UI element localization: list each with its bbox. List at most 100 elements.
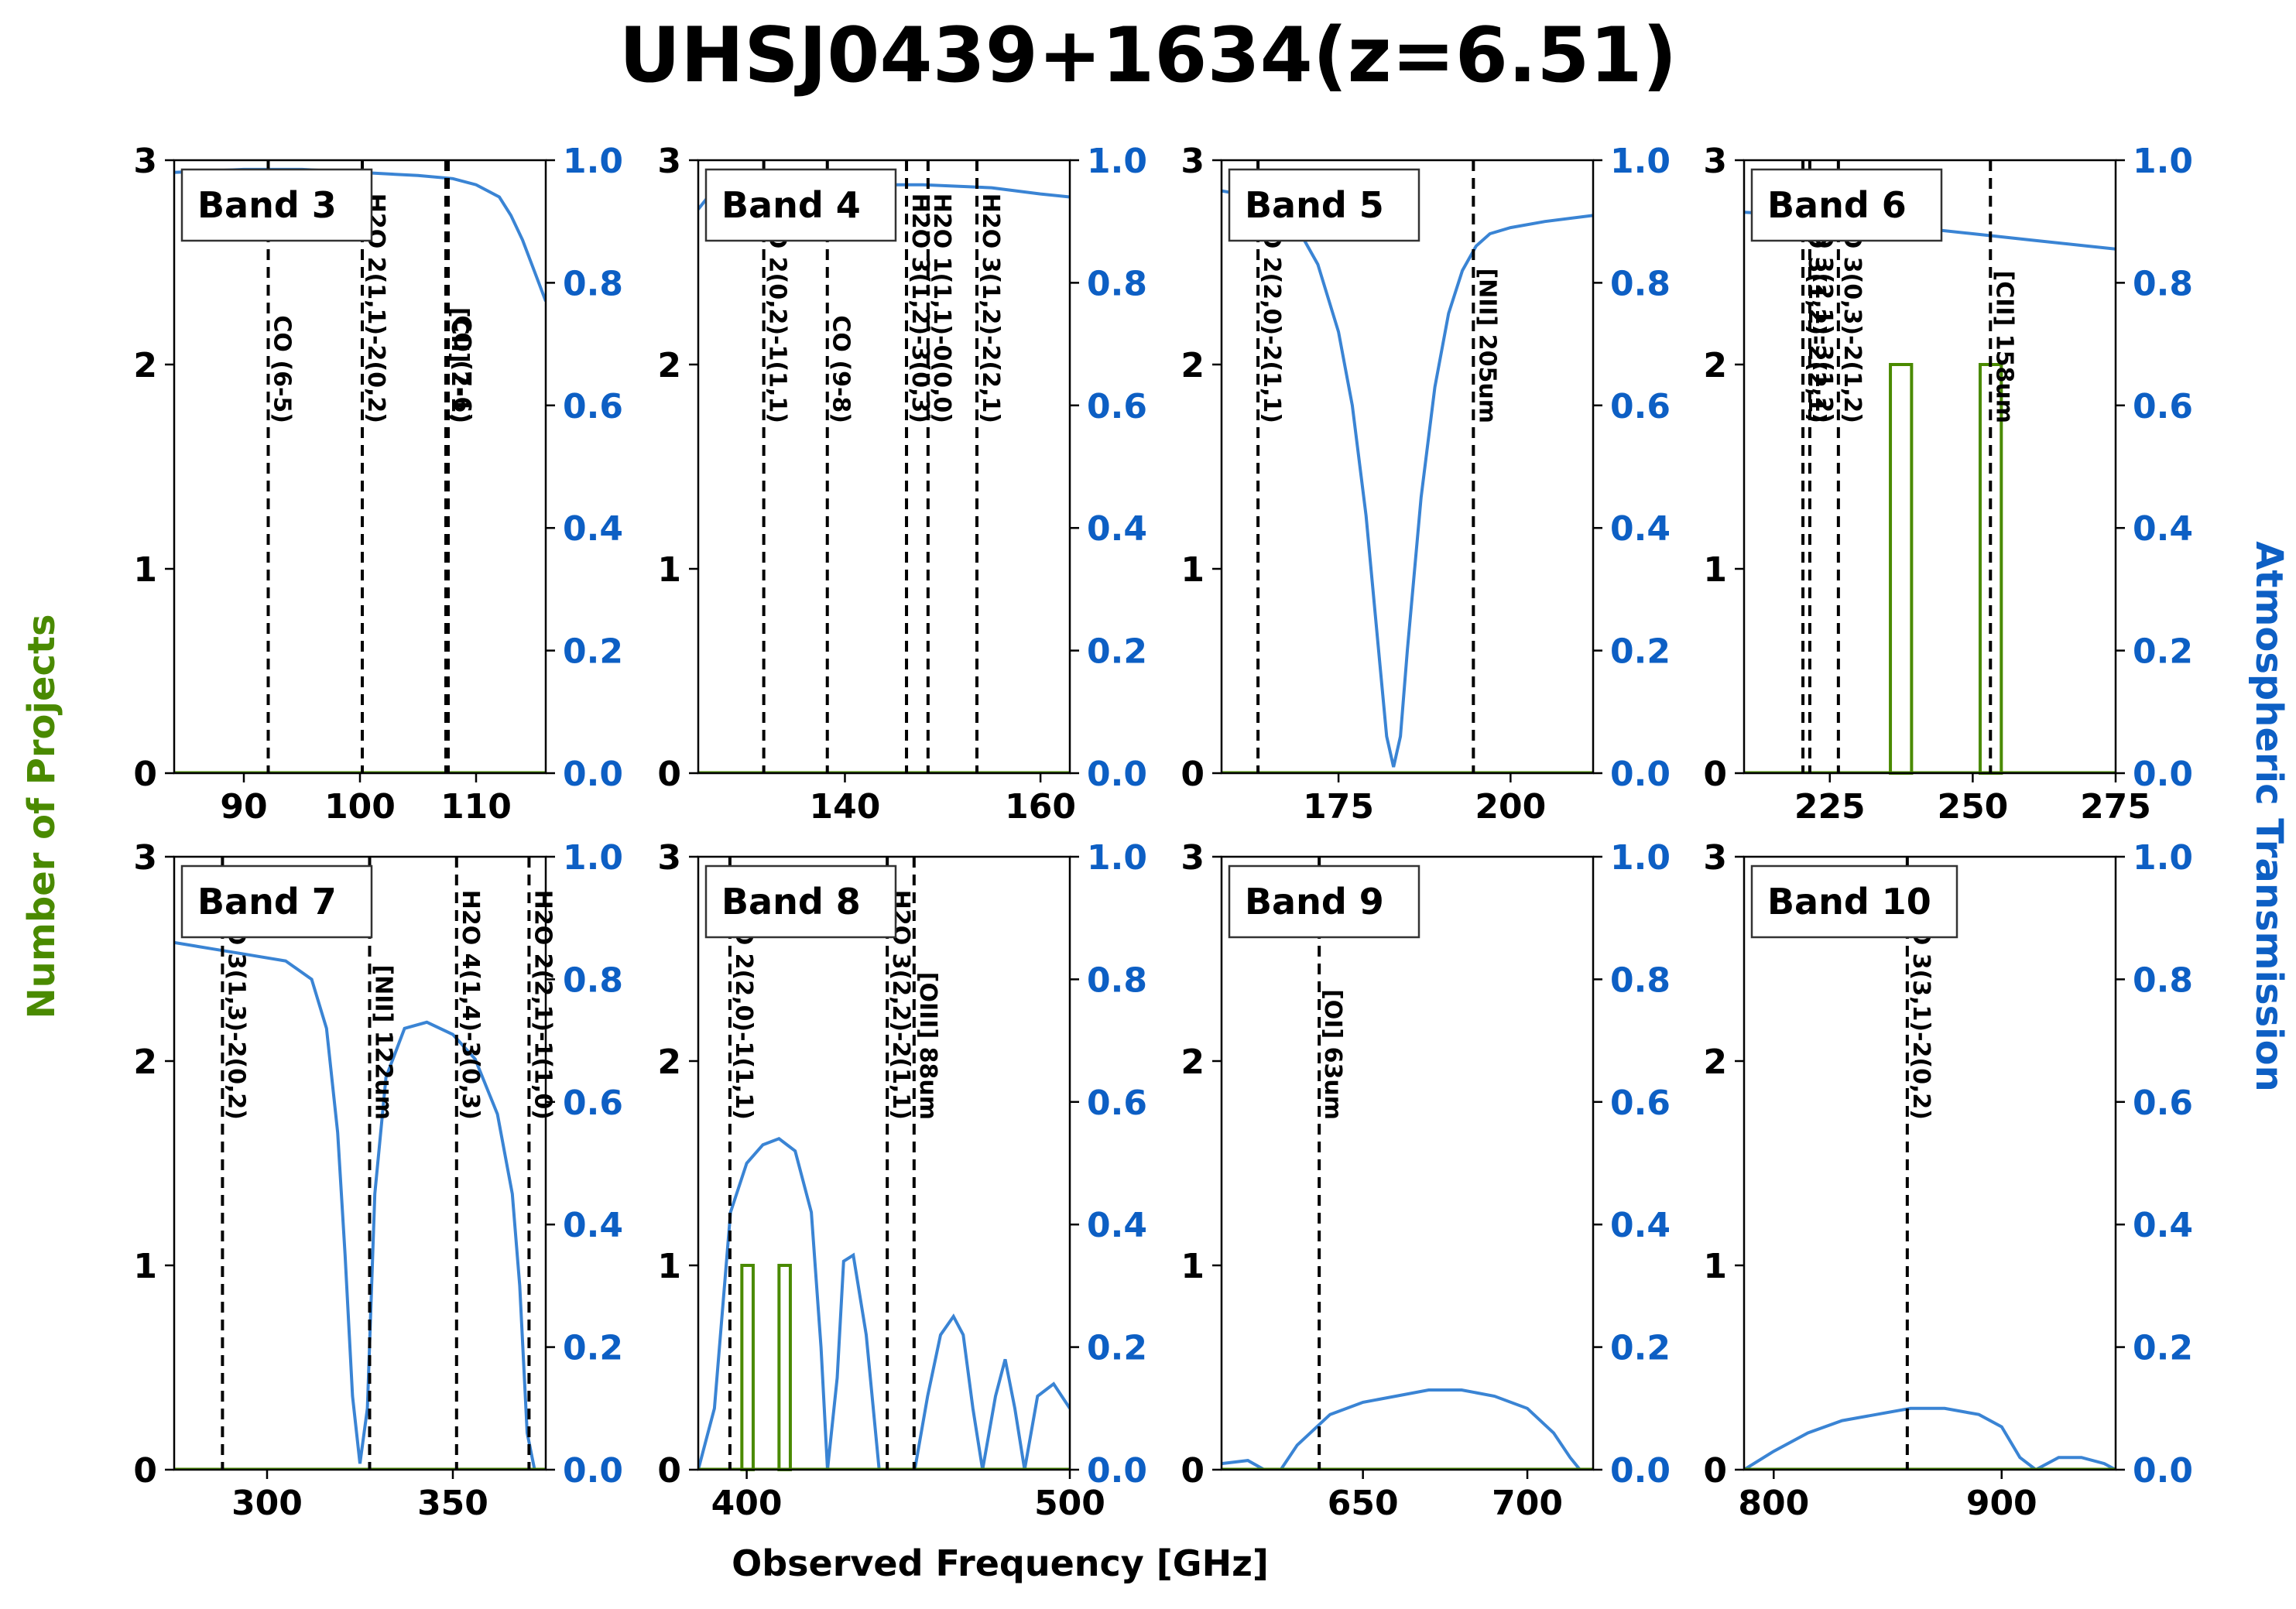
right-y-tick-label: 0.6 [1087, 1084, 1147, 1123]
x-tick-label: 500 [1034, 1484, 1105, 1523]
left-y-tick-label: 3 [1181, 142, 1205, 181]
band-label: Band 5 [1228, 168, 1420, 242]
transmission-curve [1744, 1406, 2116, 1470]
spectral-line-label: CO (6-5) [269, 315, 296, 423]
right-y-tick-label: 0.6 [1610, 387, 1671, 426]
right-y-tick-label: 0.0 [1087, 1451, 1147, 1491]
spectral-line-label: [CII] 2-1) [446, 307, 473, 423]
left-y-axis-label: Number of Projects [20, 614, 63, 1018]
right-y-tick-label: 0.6 [1087, 387, 1147, 426]
x-tick-label: 175 [1303, 787, 1374, 827]
x-tick-label: 800 [1738, 1484, 1809, 1523]
left-y-tick-label: 1 [1703, 550, 1727, 590]
left-y-tick-label: 3 [133, 838, 157, 878]
right-y-tick-label: 0.2 [1610, 1329, 1671, 1368]
left-y-tick-label: 3 [1181, 838, 1205, 878]
right-y-tick-label: 0.0 [563, 1451, 623, 1491]
panel-frame [697, 159, 1071, 775]
band-label: Band 6 [1750, 168, 1943, 242]
band-label-text: Band 10 [1767, 881, 1931, 923]
right-y-tick-label: 0.6 [1610, 1084, 1671, 1123]
right-y-tick-label: 0.8 [1087, 264, 1147, 303]
band-label: Band 4 [704, 168, 897, 242]
band-label-text: Band 3 [197, 184, 337, 226]
spectral-line-label: CO (7-6) [448, 315, 475, 423]
right-y-tick-label: 0.8 [2133, 264, 2193, 303]
spectral-line-label: [NII] 205um [1473, 268, 1500, 423]
right-y-tick-label: 0.4 [563, 509, 623, 549]
band-label-box [1228, 168, 1420, 242]
left-y-tick-label: 0 [133, 1451, 157, 1491]
right-y-tick-label: 0.0 [2133, 1451, 2193, 1491]
left-y-tick-label: 0 [133, 755, 157, 794]
right-y-tick-label: 1.0 [563, 838, 623, 878]
band-label-box [704, 864, 897, 939]
right-y-tick-label: 0.4 [1610, 1206, 1671, 1245]
x-tick-label: 200 [1475, 787, 1546, 827]
right-y-tick-label: 0.0 [1610, 1451, 1671, 1491]
band-label: Band 7 [180, 864, 373, 939]
spectral-line-label: [OI] 63um [1319, 989, 1346, 1120]
left-y-tick-label: 2 [133, 1042, 157, 1082]
left-y-tick-label: 1 [657, 550, 681, 590]
transmission-curve [1222, 1388, 1593, 1470]
right-y-tick-label: 0.4 [563, 1206, 623, 1245]
left-y-tick-label: 3 [133, 142, 157, 181]
right-y-tick-label: 1.0 [563, 142, 623, 181]
panel-frame [1743, 855, 2117, 1471]
x-tick-label: 300 [231, 1484, 303, 1523]
right-y-tick-label: 1.0 [1610, 142, 1671, 181]
spectral-line-label: [CII] 158um [1990, 271, 2017, 423]
right-y-tick-label: 0.4 [2133, 1206, 2193, 1245]
left-y-tick-label: 3 [1703, 142, 1727, 181]
band-label-text: Band 7 [197, 881, 337, 923]
right-y-tick-label: 0.2 [2133, 632, 2193, 672]
projects-bar [777, 1264, 792, 1471]
x-tick-label: 900 [1966, 1484, 2037, 1523]
spectral-line-label: H2O 2(2,1)-1(1,0) [529, 890, 556, 1120]
spectral-line-label: [OIII] 88um [914, 972, 941, 1120]
left-y-tick-label: 1 [1703, 1247, 1727, 1286]
band-label: Band 3 [180, 168, 373, 242]
right-y-tick-label: 1.0 [2133, 142, 2193, 181]
left-y-tick-label: 1 [133, 1247, 157, 1286]
panel-band-10: H2O 3(3,1)-2(0,2)Band 1001230.00.20.40.6… [1703, 838, 2193, 1523]
x-tick-label: 350 [417, 1484, 488, 1523]
right-y-tick-label: 1.0 [1087, 838, 1147, 878]
right-y-tick-label: 0.4 [1087, 1206, 1147, 1245]
right-y-tick-label: 0.2 [563, 632, 623, 672]
left-y-tick-label: 2 [1703, 1042, 1727, 1082]
spectral-line-label: [NII] 122um [369, 964, 396, 1120]
panel-band-4: H2O 2(0,2)-1(1,1) CO (9-8) H2O 3(1,2)-3(0,… [657, 142, 1147, 827]
left-y-tick-label: 3 [657, 838, 681, 878]
right-y-tick-label: 0.6 [563, 387, 623, 426]
left-y-tick-label: 1 [1181, 550, 1205, 590]
left-y-tick-label: 0 [1703, 755, 1727, 794]
panel-band-3: CO (6-5) H2O 2(1,1)-2(0,2) [CII] 2-1)CO (7… [133, 142, 623, 827]
x-tick-label: 700 [1492, 1484, 1563, 1523]
band-label-box [1228, 864, 1420, 939]
x-tick-label: 140 [810, 787, 881, 827]
right-y-tick-label: 0.4 [1610, 509, 1671, 549]
right-y-tick-label: 0.2 [1610, 632, 1671, 672]
left-y-tick-label: 0 [657, 755, 681, 794]
spectral-line-label: H2O 1(1,1)-0(0,0) [928, 193, 955, 423]
panel-frame [1743, 159, 2117, 775]
x-tick-label: 90 [220, 787, 267, 827]
right-y-tick-label: 0.8 [2133, 960, 2193, 1000]
right-y-tick-label: 1.0 [1610, 838, 1671, 878]
band-label-box [704, 168, 897, 242]
band-label-box [180, 864, 373, 939]
left-y-tick-label: 3 [657, 142, 681, 181]
x-axis-label: Observed Frequency [GHz] [732, 1542, 1269, 1584]
left-y-tick-label: 0 [1703, 1451, 1727, 1491]
transmission-curve [1222, 189, 1593, 768]
left-y-tick-label: 0 [1181, 1451, 1205, 1491]
panel-band-9: [OI] 63um Band 9 0 1 2 3 0.0 0.2 0.4 0.6 0.8 1.0 650… [1181, 838, 1671, 1523]
projects-bar [1889, 363, 1914, 775]
projects-bar [740, 1264, 755, 1471]
panel-band-8: H2O 2(2,0)-1(1,1) H2O 3(2,2)-2(1,1) [OIII]… [657, 838, 1147, 1523]
x-tick-label: 650 [1328, 1484, 1399, 1523]
panel-band-7: H2O 3(1,3)-2(0,2) [NII] 122um H2O 4(1,4)-3… [133, 838, 623, 1523]
